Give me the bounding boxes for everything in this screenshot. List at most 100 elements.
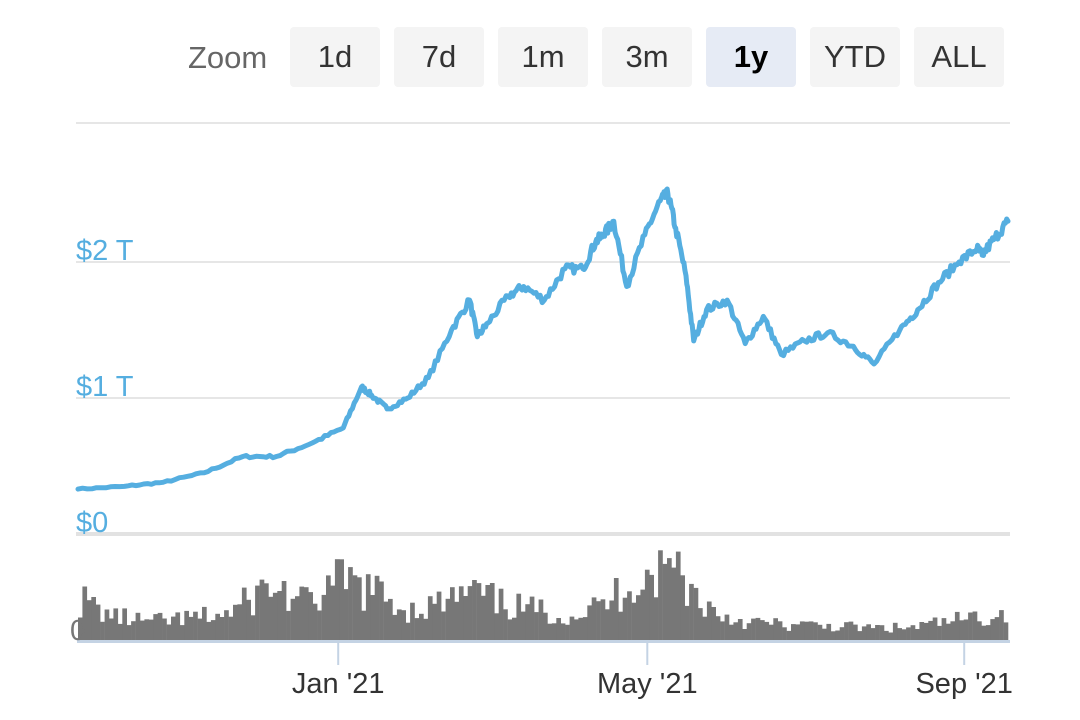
volume-bar [693, 587, 699, 640]
volume-bar [910, 625, 916, 640]
volume-bar [113, 608, 119, 640]
volume-bar [671, 567, 677, 640]
volume-bar [286, 610, 291, 640]
volume-bar [388, 598, 393, 640]
volume-bar [569, 616, 575, 640]
volume-bar [782, 627, 787, 640]
volume-bar [587, 605, 592, 640]
y-axis-labels: $0 $1 T $2 T [76, 235, 134, 539]
volume-bar [853, 624, 858, 640]
volume-bar [547, 623, 553, 640]
volume-bar [839, 627, 845, 640]
volume-bar [374, 575, 380, 640]
volume-bar [622, 597, 628, 640]
volume-bar [78, 617, 83, 640]
volume-bar [299, 586, 305, 640]
volume-bar [791, 624, 796, 640]
volume-bar [596, 601, 601, 640]
zoom-1y-button[interactable]: 1y [706, 27, 796, 87]
volume-bar [494, 613, 499, 640]
volume-bar [498, 588, 504, 640]
volume-bar [866, 624, 871, 640]
volume-bar [312, 603, 318, 640]
x-tick-label: May '21 [597, 668, 698, 700]
volume-bar [308, 592, 313, 640]
volume-bar [773, 618, 778, 640]
volume-bar [906, 627, 911, 640]
volume-bar [994, 617, 1000, 640]
zoom-3m-button[interactable]: 3m [602, 27, 692, 87]
zoom-label: Zoom [188, 40, 268, 75]
volume-bar [627, 591, 632, 640]
volume-bar [574, 619, 579, 640]
volume-bar [582, 617, 588, 640]
volume-bar [290, 598, 296, 640]
volume-bar [157, 612, 163, 640]
volume-bar [680, 575, 685, 640]
y-tick-label: $2 T [76, 235, 134, 267]
volume-bar [414, 618, 420, 640]
volume-bar [946, 623, 951, 640]
volume-bar [565, 624, 570, 640]
volume-bar [941, 618, 947, 640]
volume-bar [489, 583, 495, 640]
volume-bar [264, 583, 269, 640]
volume-bar [636, 595, 641, 640]
volume-bar [826, 623, 832, 640]
volume-bar [104, 609, 110, 640]
zoom-ytd-button[interactable]: YTD [810, 27, 900, 87]
volume-bar [202, 606, 207, 640]
volume-bar [551, 623, 557, 640]
volume-bar [334, 559, 340, 640]
volume-bar [224, 610, 229, 640]
volume-bar [764, 621, 770, 640]
zoom-7d-button[interactable]: 7d [394, 27, 484, 87]
volume-bar [485, 585, 491, 640]
volume-bar [972, 611, 978, 640]
volume-bar [861, 626, 867, 640]
volume-bar [755, 617, 761, 640]
volume-bar [295, 596, 300, 640]
volume-bar [379, 581, 384, 640]
volume-bar [326, 575, 331, 640]
x-axis-line [77, 640, 1010, 643]
volume-bar [560, 623, 566, 640]
volume-bar [277, 591, 282, 640]
volume-bar [985, 625, 991, 640]
volume-bar [835, 630, 840, 640]
zoom-1d-button[interactable]: 1d [290, 27, 380, 87]
volume-bar [884, 630, 889, 640]
volume-bar [822, 628, 827, 640]
price-series-line [75, 186, 1011, 492]
x-tick-mark [646, 643, 649, 665]
volume-bar [454, 601, 460, 640]
volume-bar [179, 625, 185, 640]
x-axis-ticks: Jan '21 May '21 Sep '21 [292, 643, 1013, 700]
x-tick-mark [337, 643, 340, 665]
volume-bar [591, 597, 597, 640]
y-tick-label: $1 T [76, 371, 134, 403]
volume-bar [162, 618, 167, 640]
volume-bar [140, 620, 145, 640]
volume-bar [981, 625, 987, 640]
zoom-1m-button[interactable]: 1m [498, 27, 588, 87]
volume-bar [348, 567, 353, 640]
y-gridline [76, 261, 1010, 263]
volume-bar [804, 621, 809, 640]
zoom-all-button[interactable]: ALL [914, 27, 1004, 87]
volume-bar [600, 599, 606, 640]
volume-bar [649, 574, 654, 640]
volume-bar [268, 596, 274, 640]
y-tick-label: $0 [76, 507, 108, 539]
volume-bar [392, 614, 398, 640]
volume-bar [441, 611, 446, 640]
volume-bar [689, 583, 694, 640]
volume-bar [525, 604, 530, 640]
volume-bar [144, 619, 150, 640]
grid-lines [76, 261, 1010, 536]
volume-bar [361, 610, 367, 640]
volume-bar [215, 613, 220, 640]
volume-bar [82, 586, 88, 640]
volume-bar [370, 595, 375, 640]
volume-bar [813, 622, 818, 640]
